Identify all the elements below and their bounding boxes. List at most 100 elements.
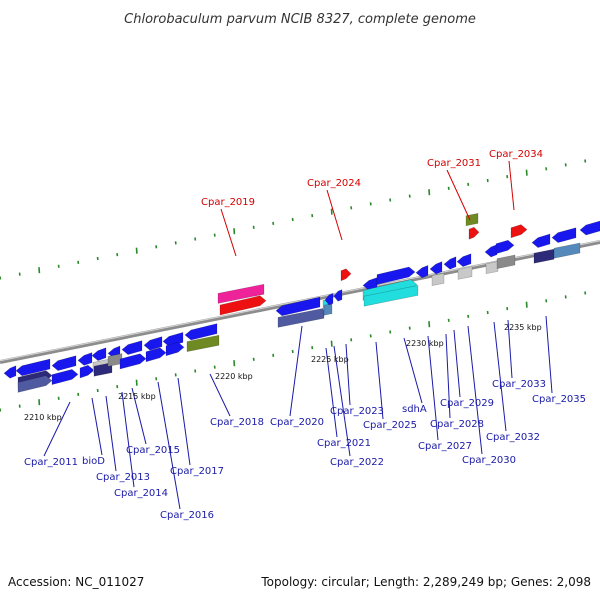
leader-line: [446, 169, 471, 221]
gene-feature: [429, 261, 443, 275]
gene-feature: [533, 248, 555, 264]
gene-feature: [415, 264, 429, 279]
gene-label[interactable]: Cpar_2029: [440, 398, 494, 409]
gene-feature: [3, 365, 17, 379]
gene-feature: [184, 323, 218, 341]
gene-feature: [579, 220, 600, 236]
leader-line: [209, 373, 231, 417]
leader-line: [333, 345, 351, 457]
gene-feature: [79, 364, 95, 379]
leader-line: [220, 208, 237, 257]
gene-label[interactable]: Cpar_2035: [532, 394, 586, 405]
leader-line: [105, 395, 117, 472]
gene-feature: [143, 336, 163, 351]
gene-feature: [51, 355, 77, 371]
gene-feature: [551, 227, 577, 243]
leader-line: [43, 401, 71, 457]
gene-feature: [468, 226, 480, 240]
gene-label[interactable]: Cpar_2034: [489, 149, 543, 160]
gene-feature: [553, 242, 581, 259]
leader-line: [403, 337, 423, 404]
label-leader-lines: [43, 160, 553, 510]
gene-feature: [15, 358, 51, 377]
gene-label[interactable]: Cpar_2025: [363, 420, 417, 431]
gene-feature: [363, 285, 419, 307]
gene-feature: [17, 375, 53, 393]
leader-line: [375, 341, 384, 420]
scale-label: 2215 kbp: [118, 392, 156, 401]
leader-line: [427, 335, 439, 441]
gene-feature: [376, 266, 416, 285]
gene-label[interactable]: sdhA: [402, 404, 427, 415]
gene-feature: [217, 283, 265, 304]
gene-label[interactable]: Cpar_2019: [201, 197, 255, 208]
gene-feature: [277, 307, 325, 328]
leader-line: [177, 377, 191, 466]
leader-line: [545, 315, 553, 394]
gene-label[interactable]: Cpar_2024: [307, 178, 361, 189]
gene-feature: [324, 292, 334, 306]
gene-label[interactable]: Cpar_2028: [430, 419, 484, 430]
gene-feature: [340, 268, 352, 282]
gene-feature: [333, 289, 343, 302]
leader-line: [121, 391, 135, 488]
gene-feature: [165, 341, 185, 357]
gene-feature: [431, 272, 445, 286]
leader-line: [91, 397, 103, 456]
gene-feature: [186, 334, 220, 352]
leader-line: [507, 319, 513, 379]
leader-line: [131, 387, 147, 445]
gene-feature: [495, 239, 515, 255]
gene-feature: [531, 233, 551, 248]
gene-feature: [91, 347, 107, 361]
gene-feature: [496, 254, 516, 269]
leader-line: [289, 325, 303, 417]
gene-feature: [323, 303, 333, 316]
gene-feature: [77, 352, 93, 366]
gene-feature: [510, 224, 528, 239]
gene-labels[interactable]: Cpar_2011 bioD Cpar_2013 Cpar_2014 Cpar_2015…: [24, 149, 586, 521]
gene-label[interactable]: Cpar_2011: [24, 457, 78, 468]
gene-label[interactable]: Cpar_2016: [160, 510, 214, 521]
gene-label[interactable]: bioD: [82, 456, 105, 467]
gene-label[interactable]: Cpar_2021: [317, 438, 371, 449]
leader-line: [493, 321, 507, 432]
gene-label[interactable]: Cpar_2033: [492, 379, 546, 390]
gene-label[interactable]: Cpar_2027: [418, 441, 472, 452]
scale-label: 2220 kbp: [215, 372, 253, 381]
leader-line: [467, 325, 483, 455]
gene-label[interactable]: Cpar_2014: [114, 488, 168, 499]
scale-label: 2225 kbp: [311, 355, 349, 364]
map-title: Chlorobaculum parvum NCIB 8327, complete…: [124, 12, 476, 27]
gene-label[interactable]: Cpar_2018: [210, 417, 264, 428]
gene-feature: [121, 340, 143, 355]
gene-feature: [485, 261, 499, 275]
leader-line: [508, 160, 515, 211]
gene-label[interactable]: Cpar_2032: [486, 432, 540, 443]
gene-label[interactable]: Cpar_2015: [126, 445, 180, 456]
scale-label: 2230 kbp: [406, 339, 444, 348]
gene-feature: [51, 369, 79, 385]
leader-line: [326, 189, 343, 241]
gene-features: [3, 213, 600, 393]
gene-label[interactable]: Cpar_2031: [427, 158, 481, 169]
gene-label[interactable]: Cpar_2020: [270, 417, 324, 428]
gene-label[interactable]: Cpar_2030: [462, 455, 516, 466]
gene-label[interactable]: Cpar_2023: [330, 406, 384, 417]
gene-feature: [119, 353, 147, 370]
leader-line: [345, 343, 351, 406]
accession-text: Accession: NC_011027: [8, 575, 144, 589]
gene-feature: [456, 253, 472, 267]
gene-feature: [93, 362, 113, 377]
gene-feature: [145, 347, 167, 363]
gene-label[interactable]: Cpar_2022: [330, 457, 384, 468]
gene-label[interactable]: Cpar_2013: [96, 472, 150, 483]
gene-feature: [465, 213, 479, 227]
leader-line: [453, 329, 461, 398]
gene-label[interactable]: Cpar_2017: [170, 466, 224, 477]
genome-summary-text: Topology: circular; Length: 2,289,249 bp…: [260, 575, 591, 589]
leader-line: [157, 381, 181, 510]
gene-feature: [275, 296, 321, 317]
gene-feature: [443, 256, 457, 270]
